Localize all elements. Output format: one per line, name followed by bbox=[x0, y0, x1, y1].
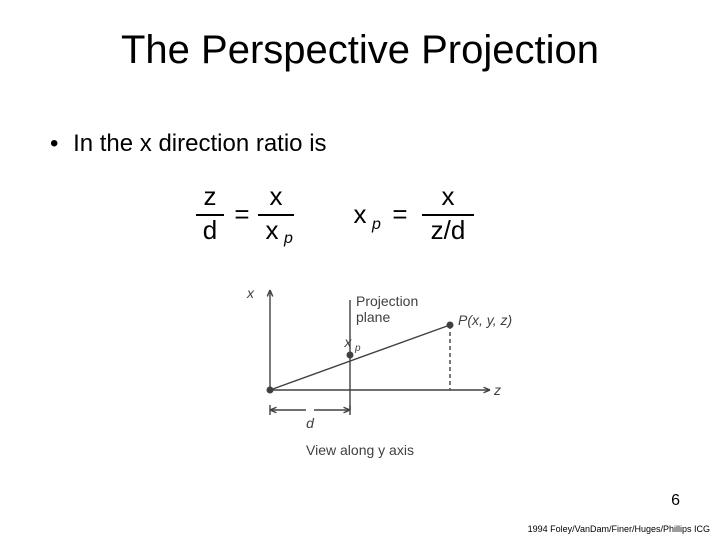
svg-text:=: = bbox=[392, 199, 407, 229]
svg-text:p: p bbox=[283, 230, 293, 247]
svg-text:x: x bbox=[270, 181, 283, 211]
svg-text:plane: plane bbox=[356, 309, 390, 325]
svg-text:x: x bbox=[246, 285, 255, 301]
svg-text:d: d bbox=[306, 415, 315, 431]
equations-block: zd=xxpxp=xz/d bbox=[0, 175, 720, 260]
diagram-block: xzProjectionplaneP(x, y, z)xpdView along… bbox=[0, 280, 720, 470]
svg-text:p: p bbox=[371, 216, 381, 233]
svg-text:d: d bbox=[203, 215, 217, 245]
svg-text:x: x bbox=[266, 215, 279, 245]
svg-text:z/d: z/d bbox=[431, 215, 466, 245]
svg-text:x: x bbox=[442, 181, 455, 211]
svg-text:z: z bbox=[204, 181, 217, 211]
svg-text:Projection: Projection bbox=[356, 293, 418, 309]
diagram-svg: xzProjectionplaneP(x, y, z)xpdView along… bbox=[200, 280, 520, 465]
svg-text:p: p bbox=[354, 343, 361, 354]
equations-svg: zd=xxpxp=xz/d bbox=[170, 175, 550, 255]
svg-text:x: x bbox=[354, 199, 367, 229]
svg-text:View along y axis: View along y axis bbox=[306, 442, 414, 458]
slide-title: The Perspective Projection bbox=[0, 28, 720, 73]
svg-text:x: x bbox=[344, 334, 353, 350]
svg-text:P(x, y, z): P(x, y, z) bbox=[458, 312, 512, 328]
svg-text:=: = bbox=[234, 199, 249, 229]
svg-text:z: z bbox=[493, 382, 501, 398]
page-number: 6 bbox=[671, 492, 680, 510]
credit-line: 1994 Foley/VanDam/Finer/Huges/Phillips I… bbox=[528, 524, 710, 534]
bullet-item: In the x direction ratio is bbox=[50, 130, 327, 158]
